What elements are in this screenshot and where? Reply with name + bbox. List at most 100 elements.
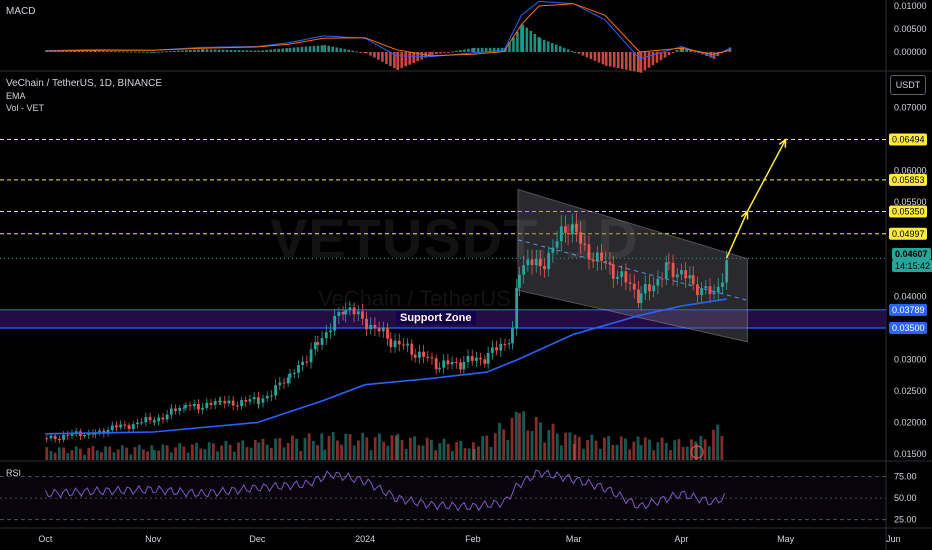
volume-bar — [53, 452, 57, 460]
volume-bar — [386, 445, 390, 460]
candle-body — [543, 266, 546, 270]
macd-histogram-bar — [106, 50, 109, 52]
candle-body — [534, 258, 538, 266]
macd-histogram-bar — [667, 52, 671, 56]
candle-body — [361, 311, 364, 319]
volume-bar — [203, 449, 207, 460]
candle-body — [329, 330, 332, 333]
candle-body — [608, 262, 612, 265]
candle-body — [442, 360, 446, 368]
macd-histogram-bar — [85, 50, 88, 52]
price-scale-tick: 0.06000 — [894, 166, 927, 176]
macd-histogram-bar — [134, 51, 137, 53]
candle-body — [652, 285, 656, 292]
volume-bar — [720, 435, 724, 460]
macd-histogram-bar — [363, 52, 367, 54]
candle-body — [223, 400, 227, 404]
candle-body — [422, 351, 425, 357]
candle-body — [213, 401, 217, 405]
candle-body — [624, 271, 628, 283]
volume-bar — [481, 436, 485, 460]
macd-histogram-bar — [451, 51, 454, 53]
candle-body — [337, 312, 341, 317]
macd-histogram-bar — [408, 52, 411, 65]
volume-bar — [45, 447, 49, 460]
currency-selector[interactable]: USDT — [890, 75, 926, 95]
candle-body — [499, 343, 503, 351]
alert-icon — [690, 445, 704, 459]
candle-body — [231, 400, 235, 406]
macd-histogram-bar — [193, 49, 196, 52]
last-price-tag: 0.04607 — [892, 248, 931, 260]
candle-body — [66, 434, 70, 436]
volume-bar — [182, 446, 186, 460]
volume-bar — [241, 440, 245, 460]
ema-indicator-label[interactable]: EMA — [6, 91, 26, 101]
volume-bar — [502, 429, 506, 460]
volume-bar — [417, 445, 421, 460]
volume-bar — [378, 433, 381, 460]
volume-indicator-label[interactable]: Vol - VET — [6, 103, 45, 113]
time-axis-tick: May — [777, 534, 795, 544]
volume-bar — [425, 437, 429, 460]
volume-bar — [643, 437, 647, 460]
macd-histogram-bar — [455, 50, 458, 52]
candle-body — [324, 332, 328, 339]
candle-body — [725, 260, 729, 283]
candle-body — [716, 286, 720, 293]
macd-histogram-bar — [281, 48, 284, 52]
volume-bar — [344, 433, 348, 460]
macd-histogram-bar — [537, 37, 541, 52]
volume-bar — [619, 436, 623, 460]
macd-histogram-bar — [126, 51, 129, 53]
volume-bar — [547, 430, 551, 460]
candle-body — [301, 361, 305, 366]
volume-bar — [510, 417, 514, 460]
candle-body — [680, 270, 683, 275]
macd-histogram-bar — [492, 47, 496, 52]
volume-bar — [278, 438, 282, 460]
macd-histogram-bar — [165, 51, 168, 53]
candle-body — [475, 357, 478, 361]
time-axis-tick: Nov — [145, 534, 162, 544]
candle-body — [252, 397, 256, 400]
volume-bar — [195, 442, 198, 460]
volume-bar — [169, 452, 173, 460]
macd-histogram-bar — [98, 50, 101, 52]
volume-bar — [83, 454, 86, 460]
macd-histogram-bar — [675, 50, 679, 52]
macd-histogram-bar — [245, 50, 249, 52]
macd-histogram-bar — [146, 51, 149, 53]
candle-body — [688, 275, 692, 279]
macd-histogram-bar — [659, 52, 663, 61]
candle-body — [579, 232, 583, 244]
macd-histogram-bar — [655, 52, 659, 63]
macd-histogram-bar — [447, 52, 450, 53]
volume-bar — [669, 449, 672, 460]
price-scale-tick: 0.01500 — [894, 449, 927, 459]
volume-bar — [685, 446, 689, 460]
volume-bar — [207, 442, 211, 460]
volume-bar — [137, 444, 141, 460]
ema-line — [45, 298, 727, 435]
candle-body — [74, 431, 78, 434]
candle-body — [57, 439, 61, 441]
volume-bar — [320, 433, 324, 460]
volume-bar — [656, 442, 660, 460]
volume-bar — [660, 437, 664, 460]
projection-arrow-head — [740, 209, 749, 220]
macd-histogram-bar — [431, 52, 434, 55]
candle-body — [671, 262, 675, 278]
candle-body — [632, 283, 636, 290]
symbol-title[interactable]: VeChain / TetherUS, 1D, BINANCE — [6, 78, 162, 89]
volume-bar — [648, 439, 651, 460]
volume-bar — [652, 450, 656, 460]
macd-scale-tick: 0.00000 — [894, 47, 927, 57]
macd-histogram-bar — [463, 49, 466, 52]
macd-histogram-bar — [471, 48, 474, 52]
volume-bar — [421, 445, 425, 460]
candle-body — [628, 282, 632, 284]
volume-bar — [157, 450, 161, 460]
volume-bar — [232, 451, 236, 460]
